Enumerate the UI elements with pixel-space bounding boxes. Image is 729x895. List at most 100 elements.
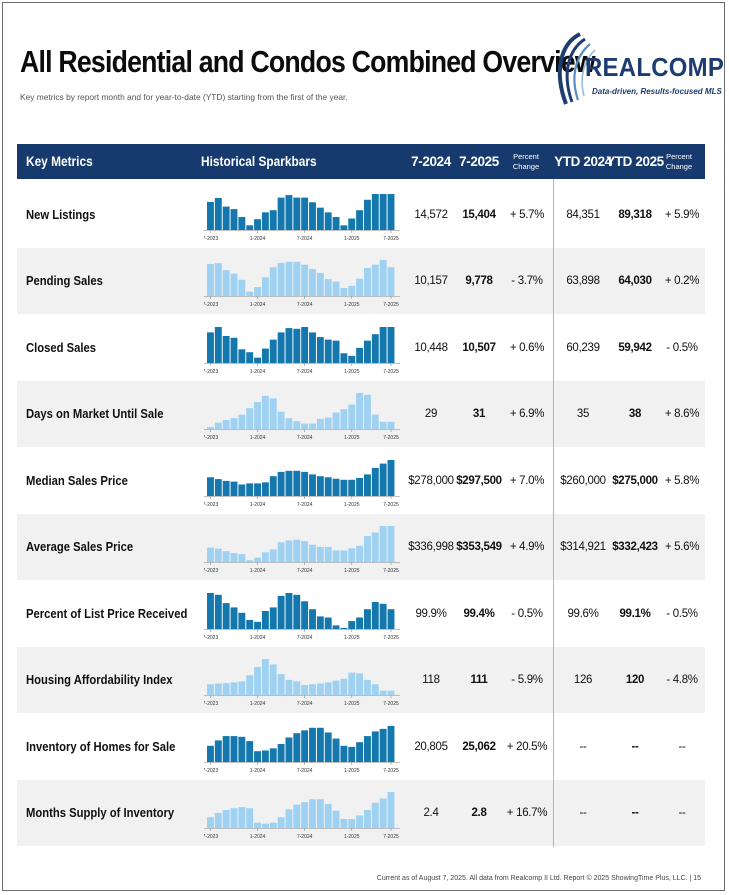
- sparkbar: [293, 594, 301, 629]
- sparkbar: [269, 822, 277, 828]
- month-pct-change: + 0.6%: [509, 342, 545, 354]
- sparkbar-chart: 7-2023 1-2024 7-2024 1-2025 7-2025: [204, 593, 400, 641]
- sparkbar: [285, 470, 293, 496]
- sparkbar: [371, 802, 379, 828]
- sparkbar: [222, 603, 230, 629]
- sparkbar-tick-label: 7-2024: [297, 834, 313, 840]
- sparkbar: [277, 197, 285, 230]
- sparkbar-tick-label: 7-2024: [297, 701, 313, 707]
- sparkbar: [364, 394, 371, 429]
- sparkbar: [379, 728, 387, 762]
- sparkbar: [379, 463, 387, 496]
- sparkbar: [356, 617, 364, 629]
- sparkbar: [332, 478, 340, 496]
- month-prev-value: 99.9%: [415, 608, 447, 620]
- sparkbar-chart: 7-2023 1-2024 7-2024 1-2025 7-2025: [204, 460, 400, 508]
- sparkbar-tick-label: 7-2024: [297, 768, 313, 774]
- sparkbar: [293, 539, 301, 562]
- month-pct-change: - 5.9%: [511, 674, 543, 686]
- sparkbar: [207, 547, 214, 562]
- logo-wordmark: REALCOMP: [585, 52, 725, 82]
- sparkbar: [364, 810, 371, 828]
- sparkbar: [238, 612, 246, 629]
- sparkbar: [254, 751, 261, 762]
- header-key-metrics: Key Metrics: [26, 154, 93, 169]
- table-row: Inventory of Homes for Sale 7-2023 1-2024 7…: [17, 714, 705, 780]
- ytd-prev-value: --: [579, 741, 587, 753]
- sparkbar: [285, 809, 293, 828]
- month-prev-value: $278,000: [408, 475, 454, 487]
- sparkbar-chart: 7-2023 1-2024 7-2024 1-2025 7-2025: [204, 526, 400, 574]
- table-row: Pending Sales 7-2023 1-2024 7-2024 1-2025 7-2…: [17, 248, 705, 314]
- sparkbar: [309, 727, 316, 762]
- table-row: Days on Market Until Sale 7-2023 1-2024 7-2…: [17, 381, 705, 447]
- sparkbar-tick-label: 7-2023: [204, 236, 218, 242]
- sparkbar: [348, 548, 356, 562]
- sparkbar: [254, 557, 261, 562]
- month-pct-change: + 6.9%: [509, 408, 545, 420]
- sparkbar-tick-label: 7-2024: [297, 236, 313, 242]
- sparkbar: [316, 337, 324, 363]
- month-curr-value: 9,778: [465, 275, 493, 287]
- sparkbar: [332, 412, 340, 429]
- sparkbar: [277, 262, 285, 296]
- sparkbar: [309, 474, 316, 496]
- sparkbar: [332, 680, 340, 695]
- sparkbar: [309, 269, 316, 296]
- sparkbar: [230, 808, 238, 828]
- sparkbar: [285, 195, 293, 230]
- sparkbar: [348, 285, 356, 296]
- sparkbar: [387, 327, 395, 363]
- sparkbar: [356, 278, 364, 296]
- sparkbar: [293, 470, 301, 496]
- sparkbar: [269, 748, 277, 762]
- ytd-prev-value: 84,351: [566, 209, 600, 221]
- sparkbar: [254, 483, 261, 496]
- sparkbar: [293, 733, 301, 762]
- sparkbar: [214, 740, 222, 762]
- sparkbar: [309, 684, 316, 695]
- sparkbar: [348, 355, 356, 363]
- sparkbar: [214, 594, 222, 629]
- sparkbar: [246, 225, 254, 230]
- sparkbar-tick-label: 7-2024: [297, 568, 313, 574]
- sparkbar: [230, 682, 238, 695]
- sparkbar: [207, 817, 214, 828]
- sparkbar-tick-label: 1-2025: [344, 236, 360, 242]
- month-curr-value: 15,404: [462, 209, 496, 221]
- sparkbar: [254, 822, 261, 828]
- sparkbar: [238, 414, 246, 429]
- sparkbar: [254, 287, 261, 296]
- sparkbar: [207, 332, 214, 363]
- header-pct-change-line1: Percent: [513, 151, 539, 161]
- metric-name: Inventory of Homes for Sale: [26, 740, 176, 754]
- sparkbar: [238, 554, 246, 562]
- sparkbar: [261, 823, 269, 828]
- month-curr-value: 111: [470, 674, 488, 686]
- sparkbar: [340, 225, 348, 230]
- month-prev-value: 2.4: [423, 807, 439, 819]
- header-ytd-prev: YTD 2024: [554, 154, 612, 169]
- sparkbar: [316, 546, 324, 562]
- sparkbar: [332, 217, 340, 230]
- metric-name: Months Supply of Inventory: [26, 806, 175, 820]
- sparkbar: [269, 664, 277, 695]
- sparkbar-tick-label: 7-2025: [383, 834, 399, 840]
- ytd-prev-value: 60,239: [566, 342, 600, 354]
- sparkbar: [285, 593, 293, 629]
- page-title: All Residential and Condos Combined Over…: [20, 44, 596, 79]
- sparkbar: [364, 474, 371, 496]
- ytd-curr-value: 59,942: [618, 342, 652, 354]
- ytd-pct-change: - 4.8%: [666, 674, 698, 686]
- sparkbar: [301, 684, 309, 695]
- sparkbar-tick-label: 1-2024: [250, 768, 266, 774]
- sparkbar-tick-label: 1-2024: [250, 502, 266, 508]
- sparkbar: [285, 540, 293, 562]
- table-row: New Listings 7-2023 1-2024 7-2024 1-2025 7-20…: [17, 182, 705, 248]
- month-curr-value: 99.4%: [463, 608, 495, 620]
- ytd-pct-change: + 5.6%: [664, 541, 700, 553]
- sparkbar: [332, 550, 340, 562]
- sparkbar: [238, 681, 246, 695]
- sparkbar: [261, 659, 269, 695]
- sparkbar: [222, 336, 230, 363]
